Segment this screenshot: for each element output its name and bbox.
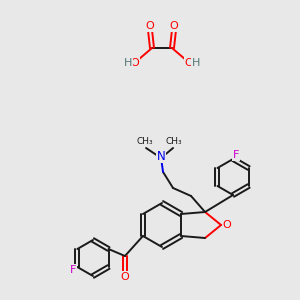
Text: O: O [169, 21, 178, 31]
Text: O: O [184, 58, 194, 68]
Text: N: N [157, 149, 165, 163]
Text: CH₃: CH₃ [137, 137, 153, 146]
Text: O: O [130, 58, 140, 68]
Text: O: O [146, 21, 154, 31]
Text: CH₃: CH₃ [166, 137, 182, 146]
Text: F: F [70, 265, 76, 275]
Text: F: F [233, 150, 239, 160]
Text: O: O [121, 272, 129, 282]
Text: H: H [192, 58, 200, 68]
Text: O: O [223, 220, 231, 230]
Text: H: H [124, 58, 132, 68]
